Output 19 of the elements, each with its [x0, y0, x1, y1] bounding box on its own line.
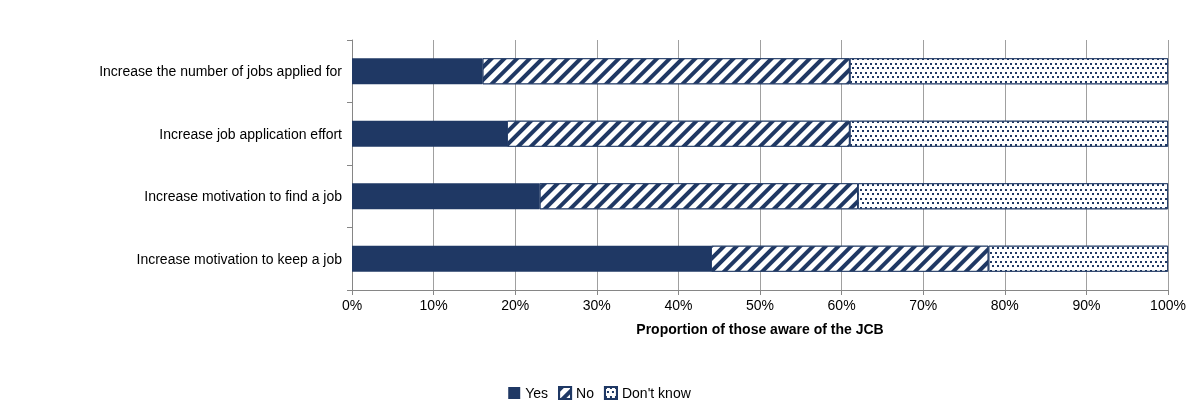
x-tick-label: 30% — [582, 297, 611, 313]
x-tick-label: 90% — [1072, 297, 1101, 313]
x-tick-label: 60% — [827, 297, 856, 313]
y-tick-label: Increase the number of jobs applied for — [99, 63, 343, 80]
x-tick-label: 20% — [501, 297, 530, 313]
legend-label: Yes — [525, 385, 549, 401]
x-tick-label: 40% — [664, 297, 693, 313]
legend-label: Don't know — [621, 385, 692, 401]
y-tick-label: Increase motivation to keep a job — [136, 250, 343, 267]
legend-label: No — [576, 385, 595, 401]
y-tick-label: Increase job application effort — [159, 125, 343, 142]
x-tick-label: 80% — [990, 297, 1019, 313]
x-tick-label: 0% — [341, 297, 363, 313]
y-tick-label: Increase motivation to find a job — [144, 188, 343, 205]
x-tick-label: 70% — [909, 297, 938, 313]
x-axis-title: Proportion of those aware of the JCB — [636, 321, 884, 337]
x-tick-label: 50% — [745, 297, 775, 313]
x-tick-label: 100% — [1150, 297, 1186, 313]
x-tick-label: 10% — [419, 297, 448, 313]
